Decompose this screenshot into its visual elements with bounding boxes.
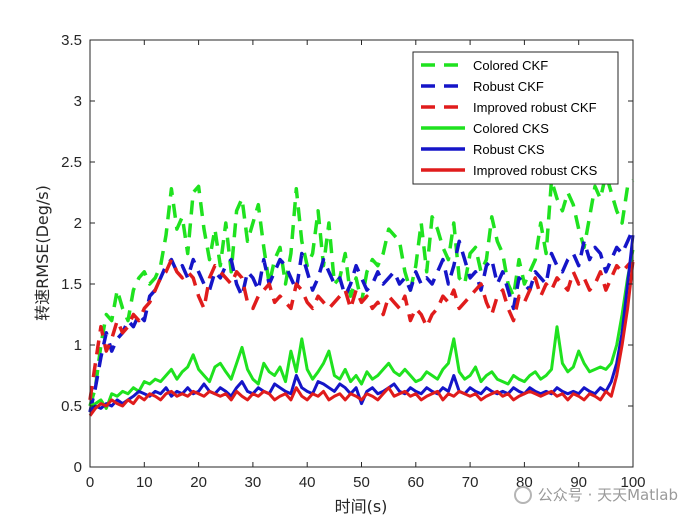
x-tick-label: 30 bbox=[245, 474, 262, 491]
legend-label: Colored CKF bbox=[473, 58, 548, 73]
y-tick-label: 2 bbox=[74, 215, 82, 232]
y-tick-label: 0.5 bbox=[61, 398, 82, 415]
y-tick-label: 2.5 bbox=[61, 154, 82, 171]
watermark: 公众号 · 天天Matlab bbox=[513, 484, 678, 505]
y-tick-label: 1 bbox=[74, 337, 82, 354]
x-tick-label: 10 bbox=[136, 474, 153, 491]
legend-label: Robust CKS bbox=[473, 142, 545, 157]
series-line-colored-cks bbox=[89, 249, 635, 410]
legend-label: Colored CKS bbox=[473, 121, 549, 136]
x-tick-label: 90 bbox=[570, 474, 587, 491]
wechat-icon bbox=[513, 485, 532, 504]
x-axis-label: 时间(s) bbox=[335, 497, 388, 516]
x-tick-label: 20 bbox=[190, 474, 207, 491]
x-tick-label: 40 bbox=[299, 474, 316, 491]
x-tick-label: 50 bbox=[353, 474, 370, 491]
x-tick-label: 100 bbox=[620, 474, 645, 491]
watermark-text: 公众号 · 天天Matlab bbox=[537, 486, 678, 504]
y-axis-label: 转速RMSE(Deg/s) bbox=[33, 185, 52, 321]
y-tick-label: 0 bbox=[74, 459, 82, 476]
x-tick-label: 70 bbox=[462, 474, 479, 491]
y-tick-label: 1.5 bbox=[61, 276, 82, 293]
legend-label: Improved robust CKS bbox=[473, 163, 598, 178]
legend-box bbox=[412, 51, 619, 185]
series-layer bbox=[88, 172, 635, 417]
x-tick-label: 0 bbox=[86, 474, 94, 491]
y-tick-label: 3.5 bbox=[61, 32, 82, 49]
x-tick-label: 60 bbox=[407, 474, 424, 491]
legend-label: Robust CKF bbox=[473, 79, 544, 94]
y-tick-label: 3 bbox=[74, 93, 82, 110]
series-line-improved-robust-ckf bbox=[88, 257, 635, 401]
series-line-improved-robust-cks bbox=[88, 261, 635, 417]
legend-label: Improved robust CKF bbox=[473, 100, 597, 115]
legend: Colored CKF Robust CKF Improved robust CKF… bbox=[412, 51, 619, 185]
series-line-robust-ckf bbox=[88, 228, 635, 413]
